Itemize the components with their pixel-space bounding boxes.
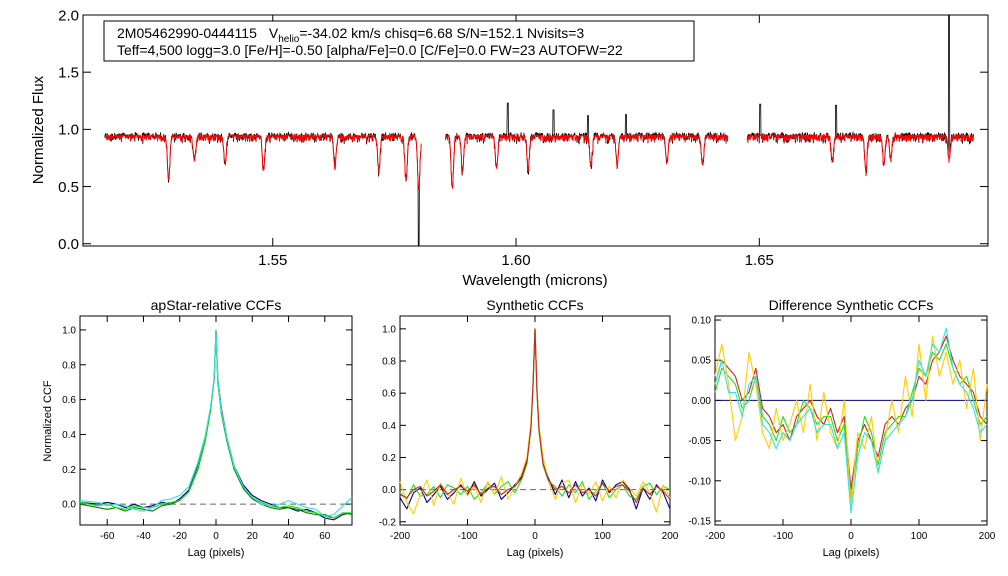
ccf1-x-tick-label: 40: [283, 531, 295, 542]
info-line-1-rest: =-34.02 km/s chisq=6.68 S/N=152.1 Nvisit…: [299, 25, 584, 41]
ccf2-title: Synthetic CCFs: [486, 297, 583, 313]
spectrum-panel: 1.55 1.60 1.65 0.0 0.5 1.0 1.5 2.0 Wavelength (…: [30, 7, 989, 289]
ccf1-y-tick-label: 0.8: [62, 360, 76, 371]
observed-spectrum-chip-2: [445, 102, 729, 189]
ccf2-x-tick-label: -100: [457, 531, 477, 542]
ccf2-x-tick-label: 100: [594, 531, 611, 542]
spectrum-y-tick-label: 0.5: [58, 179, 79, 196]
ccf3-series-diff-3: [714, 335, 988, 506]
spectrum-ticks: 1.55 1.60 1.65 0.0 0.5 1.0 1.5 2.0: [58, 7, 988, 269]
ccf3-lines: [714, 327, 988, 514]
ccf2-y-tick-label: 0.4: [382, 421, 396, 432]
observed-spectrum-chip-1: [104, 131, 422, 247]
spectrum-x-tick-label: 1.60: [501, 252, 530, 269]
ccf1-y-axis-label: Normalized CCF: [42, 380, 54, 462]
ccf1-plot-frame: [79, 315, 353, 526]
ccf1-y-tick-label: 0.0: [62, 500, 76, 511]
ccf3-x-tick-label: 200: [979, 531, 996, 542]
ccf1-ticks: -60 -40 -20 0 20 40 60 0.0 0.2 0.4 0.6 0.8 1.0: [62, 316, 352, 542]
info-line-2: Teff=4,500 logg=3.0 [Fe/H]=-0.50 [alpha/…: [117, 42, 623, 58]
ccf1-y-tick-label: 0.6: [62, 395, 76, 406]
ccf3-series-diff-1: [714, 335, 988, 490]
spectrum-info-box: 2M05462990-0444115 Vhelio=-34.02 km/s chi…: [103, 20, 695, 62]
info-box-frame: [103, 20, 695, 62]
ccf1-series-visit-3: [79, 331, 352, 519]
ccf3-y-tick-label: 0.10: [692, 316, 712, 327]
ccf2-y-tick-label: 0.2: [382, 453, 396, 464]
ccf1-lines: [79, 329, 353, 521]
ccf3-y-tick-label: 0.05: [692, 356, 712, 367]
ccf1-title: apStar-relative CCFs: [151, 297, 282, 313]
ccf2-x-axis-label: Lag (pixels): [507, 547, 564, 559]
ccf3-y-tick-label: -0.15: [688, 516, 711, 527]
info-v: V: [269, 25, 279, 41]
ccf1-y-tick-label: 1.0: [62, 325, 76, 336]
ccf2-series-template-4: [399, 328, 671, 504]
ccf2-plot-frame: [399, 315, 671, 526]
ccf3-title: Difference Synthetic CCFs: [769, 297, 934, 313]
ccf3-x-tick-label: 100: [911, 531, 928, 542]
ccf1-x-tick-label: 60: [319, 531, 331, 542]
model-spectrum-chip-1: [104, 133, 422, 191]
ccf2-x-tick-label: 0: [532, 531, 538, 542]
ccf2-x-tick-label: -200: [390, 531, 410, 542]
spectrum-plot-frame: [82, 14, 989, 247]
spectrum-y-tick-label: 1.5: [58, 64, 79, 81]
spectrum-y-tick-label: 0.0: [58, 236, 79, 253]
ccf3-x-axis-label: Lag (pixels): [823, 547, 880, 559]
ccf3-y-tick-label: -0.10: [688, 476, 711, 487]
spectrum-lines: [104, 14, 974, 247]
ccf2-y-tick-label: 0.6: [382, 389, 396, 400]
apstar-relative-ccf-panel: apStar-relative CCFs -60 -40 -20 0 20 40 60 0.0…: [42, 297, 353, 559]
ccf3-x-tick-label: 0: [848, 531, 854, 542]
ccf3-x-tick-label: -100: [773, 531, 793, 542]
synthetic-ccf-panel: Synthetic CCFs -200 -100 0 100 200 -0.2 0.0 0.2…: [379, 297, 679, 559]
ccf1-x-tick-label: -20: [173, 531, 188, 542]
ccf1-x-tick-label: 0: [213, 531, 219, 542]
spectrum-y-tick-label: 2.0: [58, 7, 79, 24]
spectrum-y-tick-label: 1.0: [58, 122, 79, 139]
difference-synthetic-ccf-panel: Difference Synthetic CCFs -200 -100 0 100 20…: [688, 297, 996, 559]
ccf2-x-tick-label: 200: [662, 531, 679, 542]
ccf3-y-tick-label: 0.00: [692, 396, 712, 407]
ccf3-y-tick-label: -0.05: [688, 436, 711, 447]
ccf1-y-tick-label: 0.2: [62, 465, 76, 476]
model-spectrum-chip-2: [445, 133, 729, 189]
spectrum-x-tick-label: 1.55: [258, 252, 287, 269]
ccf2-y-tick-label: 0.8: [382, 357, 396, 368]
ccf2-series-template-1: [399, 328, 671, 510]
ccf2-y-tick-label: 1.0: [382, 324, 396, 335]
ccf2-ticks: -200 -100 0 100 200 -0.2 0.0 0.2 0.4 0.6 0.8 1.0: [379, 316, 679, 542]
ccf1-series-visit-4: [79, 329, 353, 517]
ccf2-y-tick-label: 0.0: [382, 485, 396, 496]
ccf1-series-visit-1: [79, 329, 353, 521]
ccf3-series-diff-4: [714, 327, 988, 514]
ccf1-x-axis-label: Lag (pixels): [188, 547, 245, 559]
spectrum-x-tick-label: 1.65: [745, 252, 774, 269]
ccf2-series-template-2: [399, 328, 671, 500]
observed-spectrum-chip-3: [746, 14, 974, 176]
ccf1-x-tick-label: -60: [100, 531, 115, 542]
ccf1-y-tick-label: 0.4: [62, 430, 76, 441]
info-line-1: 2M05462990-0444115 Vhelio=-34.02 km/s chi…: [117, 25, 584, 45]
ccf3-x-tick-label: -200: [705, 531, 725, 542]
spectrum-y-axis-label: Normalized Flux: [30, 75, 47, 184]
spectrum-x-axis-label: Wavelength (microns): [462, 272, 607, 289]
ccf2-lines: [399, 328, 671, 515]
ccf2-y-tick-label: -0.2: [379, 517, 397, 528]
info-star-id: 2M05462990-0444115: [117, 25, 257, 41]
ccf1-series-visit-2: [79, 329, 353, 519]
ccf3-series-diff-2: [714, 343, 988, 498]
ccf1-x-tick-label: -40: [136, 531, 151, 542]
model-spectrum-chip-3: [746, 133, 974, 176]
info-v-subscript: helio: [278, 34, 300, 45]
ccf1-x-tick-label: 20: [247, 531, 259, 542]
